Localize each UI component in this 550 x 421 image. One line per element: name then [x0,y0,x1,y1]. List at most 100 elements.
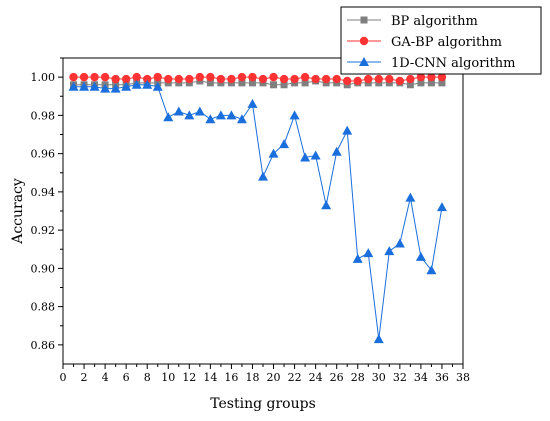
data-point [110,83,121,93]
data-point [427,79,435,87]
data-point [416,72,426,82]
data-point [153,72,162,82]
data-point [406,74,415,84]
data-point [194,106,205,116]
x-tick-label: 12 [182,371,196,384]
data-point [321,200,332,210]
x-tick-label: 14 [203,371,217,384]
data-point [258,171,268,181]
data-point [415,251,426,261]
x-tick-label: 28 [351,371,365,384]
legend-swatch-marker [360,16,368,24]
data-point [289,110,300,120]
x-tick-label: 30 [372,371,386,384]
data-point [164,74,173,84]
data-point [226,110,237,120]
data-point [143,74,152,84]
data-point [417,79,425,87]
legend-label: GA-BP algorithm [391,35,502,50]
data-point [373,334,384,344]
data-point [332,74,341,84]
y-tick-label: 0.92 [31,224,56,237]
data-point [205,114,216,124]
data-point [152,81,163,91]
y-tick-label: 0.88 [31,301,56,314]
data-point [394,238,405,248]
series-triangle [68,79,447,344]
data-point [227,74,236,84]
series-line [73,84,443,340]
legend-swatch-marker [359,57,369,66]
y-tick-label: 0.90 [31,262,56,275]
x-tick-label: 18 [245,371,259,384]
data-point [215,110,226,120]
data-point [301,79,309,87]
data-point [142,79,153,89]
data-point [279,74,289,84]
data-point [300,152,311,162]
data-point [100,83,111,93]
data-point [406,81,414,89]
data-point [352,253,363,263]
data-point [270,81,278,89]
data-point [427,72,436,82]
x-tick-label: 22 [288,371,302,384]
data-point [132,72,141,82]
x-tick-label: 10 [161,371,175,384]
data-point [437,72,447,82]
x-tick-label: 6 [123,371,130,384]
y-axis-title: Accuracy [10,178,26,245]
plot-frame [62,57,464,365]
legend-item: BP algorithm [347,14,478,29]
data-point [100,72,110,82]
data-point [280,81,288,89]
x-tick-label: 4 [102,371,109,384]
legend: BP algorithm GA-BP algorithm 1D-CNN algori… [340,6,542,75]
x-tick-label: 36 [435,371,449,384]
data-point [185,74,194,84]
data-point [279,139,290,149]
data-point [248,72,257,82]
y-tick-label: 0.96 [31,148,56,161]
data-point [90,72,99,82]
data-point [247,98,258,108]
data-point [237,72,247,82]
data-point [342,125,353,135]
x-tick-label: 2 [81,371,88,384]
legend-label: BP algorithm [391,14,478,29]
data-point [111,74,120,84]
y-tick-label: 1.00 [31,71,56,84]
x-tick-label: 32 [393,371,407,384]
x-axis: 0 2 4 6 8 10 12 14 16 18 20 22 24 26 28 30 32 34 36 38 [60,364,470,384]
x-tick-label: 38 [456,371,470,384]
x-tick-label: 16 [224,371,238,384]
legend-item: 1D-CNN algorithm [347,56,516,71]
data-point [206,79,214,87]
data-point [395,76,405,86]
plot-border [62,57,464,365]
data-point [300,72,310,82]
data-point [248,79,256,87]
data-point [268,148,279,158]
x-tick-label: 8 [144,371,151,384]
data-point [89,81,100,91]
data-point [173,106,184,116]
data-point [310,150,321,160]
x-tick-label: 24 [309,371,323,384]
data-point [79,72,89,82]
data-point [174,74,183,84]
y-tick-label: 0.94 [31,186,56,199]
data-point [68,81,79,91]
data-point [121,81,132,91]
y-tick-label: 0.86 [31,339,56,352]
data-point [311,74,320,84]
y-tick-label: 0.98 [31,109,56,122]
data-point [163,112,174,122]
x-tick-label: 34 [414,371,428,384]
data-point [436,202,447,212]
data-point [385,74,394,84]
data-point [195,72,205,82]
legend-swatch-marker [359,36,369,46]
